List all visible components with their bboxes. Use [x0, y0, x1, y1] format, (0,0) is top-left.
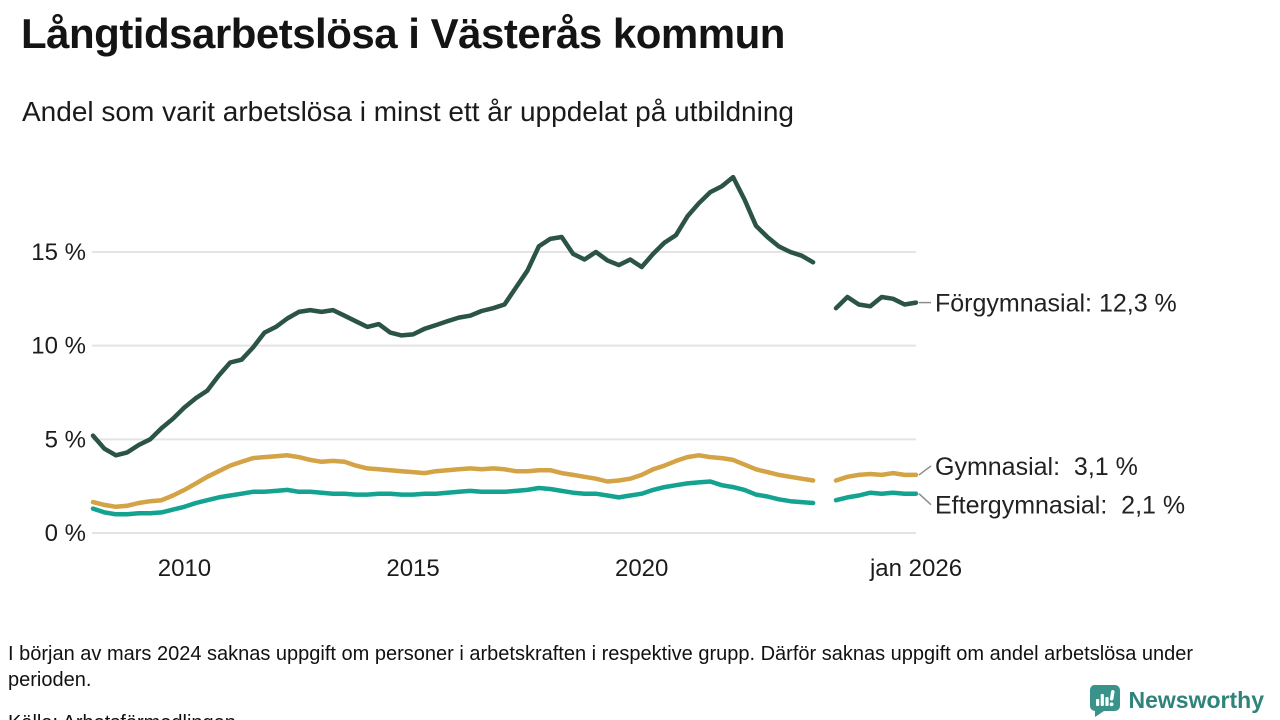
series-line-eftergymnasial [90, 479, 816, 517]
newsworthy-speech-bubble-bar-chart-icon [1089, 684, 1120, 717]
x-tick-label-2020: 2020 [615, 555, 668, 582]
series-line-gymnasial [833, 470, 919, 483]
x-tick-label-2026: jan 2026 [869, 555, 962, 582]
label-leader-eftergymnasial [918, 493, 932, 506]
series-end-label-forgymnasial: Förgymnasial: 12,3 % [935, 290, 1177, 318]
series-line-forgymnasial [833, 294, 919, 311]
logo-exclamation-dot [1109, 702, 1114, 707]
logo-exclamation-stem [1109, 690, 1115, 701]
series-line-eftergymnasial [833, 490, 919, 503]
y-tick-label-0: 0 % [45, 520, 86, 547]
x-tick-label-2015: 2015 [386, 555, 439, 582]
footnote: I början av mars 2024 saknas uppgift om … [8, 643, 1194, 691]
y-tick-label-15: 15 % [31, 239, 86, 266]
logo-bar-tall [1100, 694, 1104, 706]
y-tick-label-5: 5 % [45, 426, 86, 453]
logo-bar-short [1095, 699, 1099, 706]
series-end-label-gymnasial: Gymnasial: 3,1 % [935, 453, 1138, 481]
page-title: Långtidsarbetslösa i Västerås kommun [21, 10, 785, 57]
source-attribution: Källa: Arbetsförmedlingen [8, 712, 236, 720]
page-subtitle: Andel som varit arbetslösa i minst ett å… [22, 96, 794, 127]
y-tick-label-10: 10 % [31, 333, 86, 360]
x-tick-label-2010: 2010 [158, 555, 211, 582]
series-end-label-eftergymnasial: Eftergymnasial: 2,1 % [935, 492, 1185, 520]
series-line-gymnasial [90, 453, 816, 510]
series-line-forgymnasial [90, 174, 816, 458]
logo-bar-mid [1104, 697, 1109, 706]
brand-name: Newsworthy [1128, 686, 1264, 713]
brand-logo: Newsworthy [1088, 683, 1264, 717]
label-leader-gymnasial [918, 465, 932, 476]
logo-bubble-shape [1089, 684, 1120, 717]
